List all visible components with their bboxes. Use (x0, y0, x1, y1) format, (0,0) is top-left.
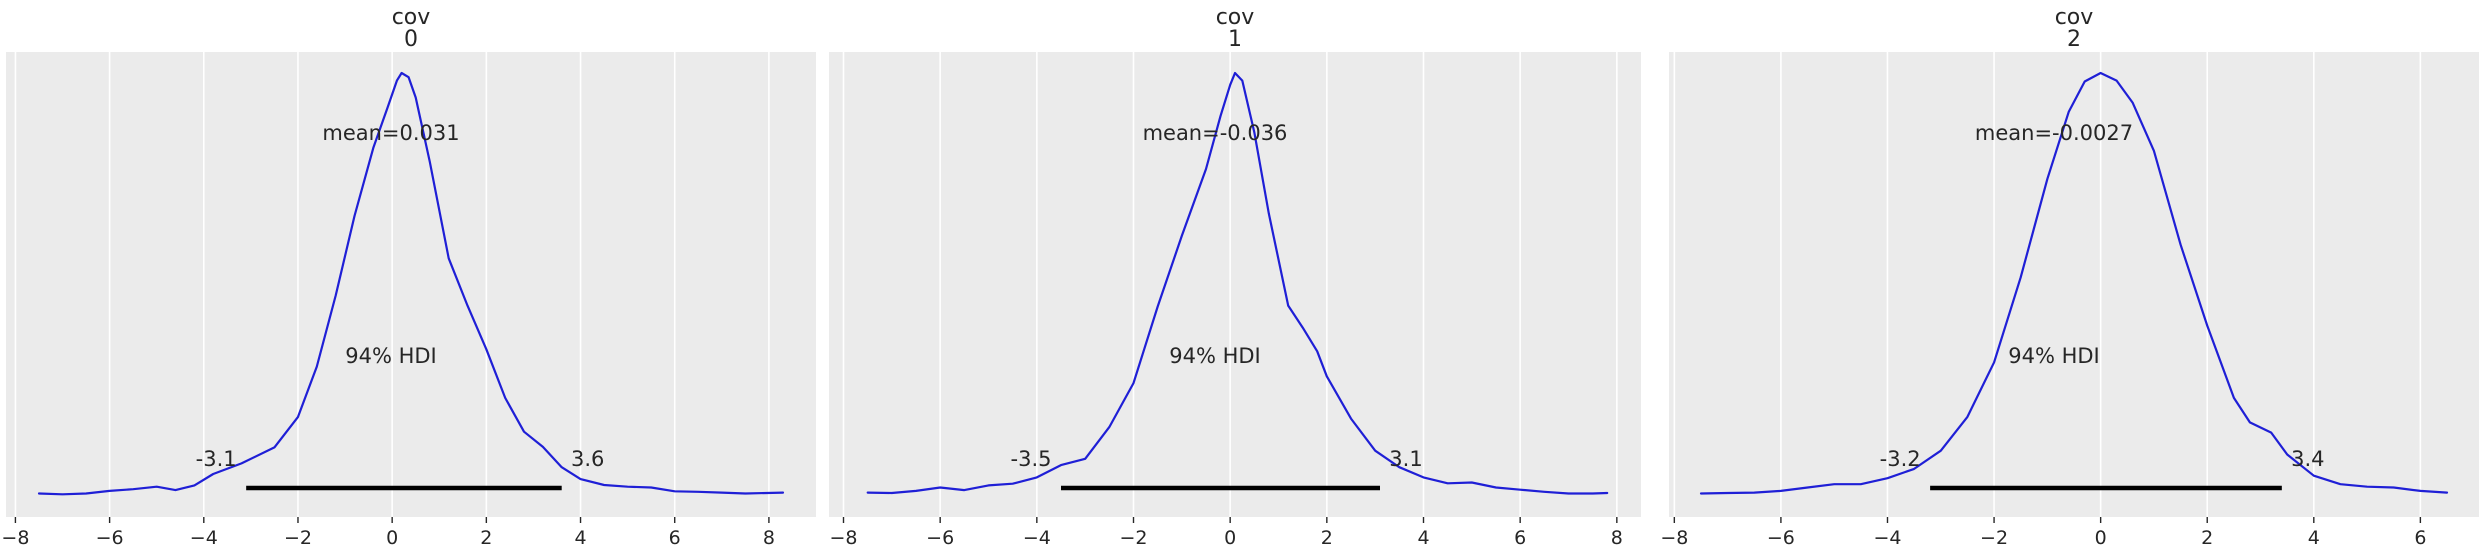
plot-background (829, 52, 1641, 517)
plot-background (6, 52, 816, 517)
hdi-low-value: -3.5 (1011, 447, 1052, 471)
x-tick-label: −2 (1119, 527, 1147, 549)
hdi-high-value: 3.6 (571, 447, 604, 471)
mean-label: mean=-0.0027 (1975, 121, 2133, 145)
hdi-label: 94% HDI (1169, 344, 1261, 368)
x-tick-label: 0 (2095, 527, 2107, 549)
hdi-high-value: 3.1 (1389, 447, 1422, 471)
x-tick-label: 0 (386, 527, 398, 549)
mean-label: mean=0.031 (322, 121, 459, 145)
x-tick-label: 2 (1321, 527, 1333, 549)
x-tick-label: −8 (829, 527, 857, 549)
x-tick-label: 4 (2308, 527, 2320, 549)
x-tick-label: 4 (1417, 527, 1429, 549)
chart-title-line2: 0 (404, 27, 418, 52)
x-tick-label: 4 (574, 527, 586, 549)
x-tick-label: −2 (284, 527, 312, 549)
chart-title-line2: 1 (1228, 27, 1242, 52)
x-tick-label: −6 (96, 527, 124, 549)
density-line (37, 71, 785, 496)
x-tick-label: −8 (1, 527, 29, 549)
x-tick-label: −4 (1873, 527, 1901, 549)
x-tick-label: 8 (763, 527, 775, 549)
x-tick-label: 8 (1611, 527, 1623, 549)
x-tick-label: 6 (1514, 527, 1526, 549)
x-tick-label: −8 (1660, 527, 1688, 549)
chart-title-line1: cov (392, 5, 431, 30)
mean-label: mean=-0.036 (1143, 121, 1288, 145)
x-tick-label: 2 (480, 527, 492, 549)
hdi-label: 94% HDI (2008, 344, 2100, 368)
chart-title-line2: 2 (2067, 27, 2081, 52)
hdi-low-value: -3.2 (1880, 447, 1921, 471)
hdi-low-value: -3.1 (196, 447, 237, 471)
x-tick-label: 0 (1224, 527, 1236, 549)
plot-background (1669, 52, 2479, 517)
x-tick-label: −6 (926, 527, 954, 549)
chart-title-line1: cov (1216, 5, 1255, 30)
x-tick-label: −4 (190, 527, 218, 549)
x-tick-label: 2 (2201, 527, 2213, 549)
x-tick-label: −6 (1767, 527, 1795, 549)
chart-title-line1: cov (2055, 5, 2094, 30)
hdi-high-value: 3.4 (2291, 447, 2324, 471)
density-line (866, 71, 1609, 495)
x-tick-label: 6 (2414, 527, 2426, 549)
x-tick-label: −2 (1980, 527, 2008, 549)
x-tick-label: 6 (669, 527, 681, 549)
x-tick-label: −4 (1023, 527, 1051, 549)
density-line (1699, 71, 2449, 495)
hdi-label: 94% HDI (345, 344, 437, 368)
